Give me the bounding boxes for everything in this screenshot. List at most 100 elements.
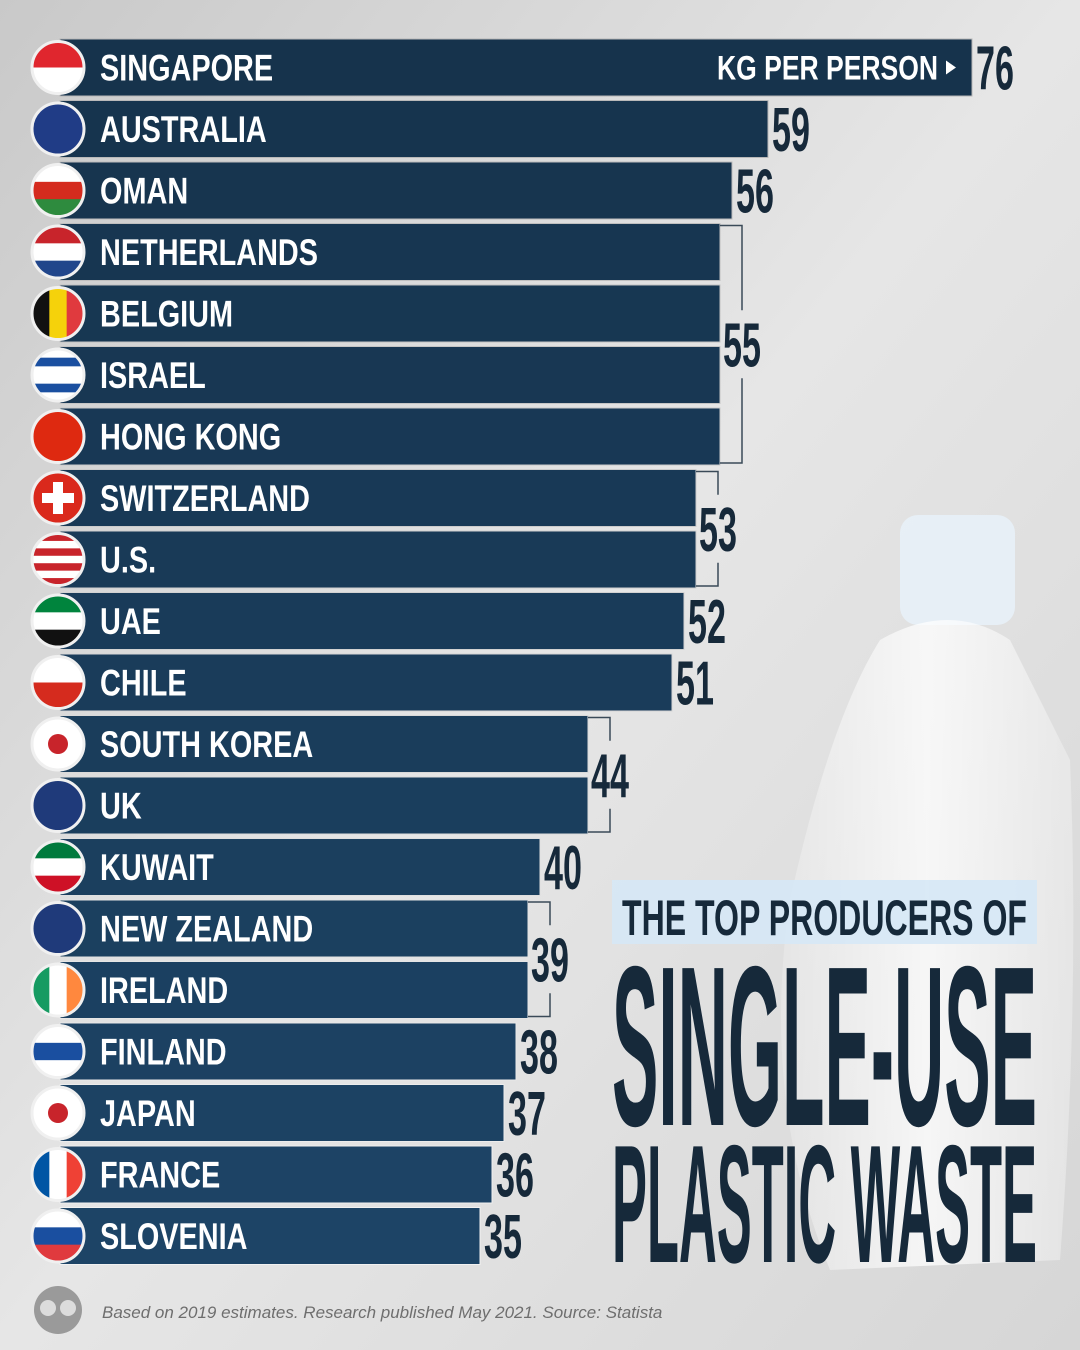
- category-label: AUSTRALIA: [100, 110, 267, 151]
- flag-stripe: [32, 1042, 84, 1061]
- category-label: SWITZERLAND: [100, 479, 310, 520]
- value-label: 37: [508, 1079, 546, 1148]
- title-highlight: [612, 880, 1037, 944]
- flag-ring: [30, 163, 86, 218]
- flag-stripe: [32, 357, 84, 367]
- bar: [59, 38, 973, 97]
- flag-ring: [30, 655, 86, 710]
- unit-label: KG PER PERSON: [717, 49, 938, 87]
- bar: [59, 838, 541, 896]
- flag-cross: [42, 493, 74, 503]
- value-label: 44: [591, 741, 629, 810]
- group-bracket: [720, 224, 743, 464]
- value-label: 53: [699, 495, 737, 564]
- value-label: 56: [736, 157, 774, 226]
- plot: SINGAPORE AUSTRALIA OMAN NETHERLANDS BELGIUM…: [30, 34, 1014, 1272]
- category-label: JAPAN: [100, 1094, 196, 1135]
- category-label: FRANCE: [100, 1155, 220, 1196]
- flag-ring: [30, 532, 86, 587]
- flag-stripe: [32, 1227, 84, 1246]
- bar: [59, 530, 697, 589]
- value-label: 76: [976, 34, 1014, 103]
- flag-stripe: [32, 243, 84, 262]
- flag-stripe: [49, 964, 68, 1016]
- category-label: U.S.: [100, 540, 156, 581]
- flag-ring: [30, 778, 86, 833]
- flag-stripe: [32, 858, 84, 877]
- flag-ring: [30, 470, 86, 526]
- category-label: UK: [100, 786, 142, 827]
- flag-stripe: [32, 366, 84, 376]
- flag-ring: [30, 347, 86, 403]
- group-bracket: [588, 716, 611, 833]
- bottle-illustration: [781, 515, 1074, 1270]
- value-label: 51: [676, 649, 714, 718]
- bar: [59, 161, 733, 220]
- value-label: 39: [531, 925, 569, 994]
- category-label: IRELAND: [100, 971, 228, 1012]
- bar: [59, 1145, 493, 1204]
- bar: [59, 100, 769, 158]
- flag-stripe: [32, 612, 84, 631]
- category-label: SINGAPORE: [100, 48, 273, 89]
- flag: [32, 533, 84, 586]
- flag: [32, 349, 84, 401]
- value-label: 35: [484, 1202, 522, 1271]
- group-bracket: [528, 901, 551, 1018]
- title-line: SINGLE-USE: [612, 920, 1037, 1174]
- flag-stripe: [32, 563, 84, 572]
- flag-stripe: [32, 533, 84, 542]
- bar: [59, 653, 673, 712]
- flag-ring: [30, 40, 86, 95]
- value-label: 36: [496, 1141, 534, 1210]
- bar: [59, 592, 685, 650]
- flag-stripe: [32, 349, 84, 359]
- bar: [59, 961, 529, 1019]
- value-label: 59: [772, 95, 810, 164]
- flag-ring: [30, 839, 86, 895]
- category-label: KUWAIT: [100, 848, 214, 889]
- bar: [59, 776, 589, 835]
- category-label: ISRAEL: [100, 356, 206, 397]
- flag-ring: [30, 901, 86, 956]
- value-label: 38: [520, 1018, 558, 1087]
- bar: [59, 1207, 481, 1265]
- bar: [59, 715, 589, 773]
- flag-ring: [30, 1024, 86, 1079]
- flag-stripe: [32, 578, 84, 586]
- title-line: THE TOP PRODUCERS OF: [622, 890, 1027, 946]
- category-label: UAE: [100, 602, 161, 643]
- bar: [59, 469, 697, 527]
- bar: [59, 284, 721, 343]
- flag-ring: [30, 409, 86, 464]
- category-label: FINLAND: [100, 1032, 227, 1073]
- category-label: CHILE: [100, 663, 187, 704]
- bar: [59, 899, 529, 958]
- flag-ring: [30, 101, 86, 157]
- value-label: 55: [723, 310, 761, 379]
- flag-stripe: [32, 548, 84, 557]
- flag-dot: [48, 734, 68, 754]
- category-label: SLOVENIA: [100, 1217, 248, 1258]
- category-label: NEW ZEALAND: [100, 909, 313, 950]
- flag-stripe: [32, 540, 84, 549]
- flag-stripe: [32, 181, 84, 200]
- category-label: OMAN: [100, 171, 188, 212]
- category-label: HONG KONG: [100, 417, 281, 458]
- flag-stripe: [32, 375, 84, 385]
- flag-stripe: [32, 570, 84, 579]
- category-label: SOUTH KOREA: [100, 725, 313, 766]
- bar: [59, 223, 721, 281]
- flag-stripe: [49, 287, 68, 340]
- logo: [34, 1286, 82, 1334]
- flag-ring: [30, 286, 86, 341]
- flag-stripe: [32, 383, 84, 393]
- flag-ring: [30, 1147, 86, 1202]
- category-label: NETHERLANDS: [100, 233, 318, 274]
- flag-ring: [30, 962, 86, 1018]
- category-label: BELGIUM: [100, 294, 233, 335]
- flag-ring: [30, 1208, 86, 1264]
- flag-stripe: [32, 392, 84, 401]
